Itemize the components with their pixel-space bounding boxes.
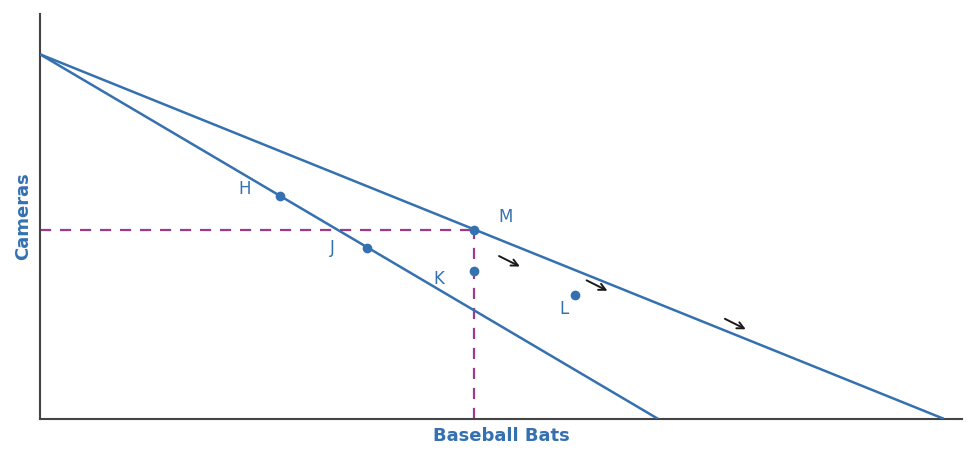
Y-axis label: Cameras: Cameras bbox=[14, 173, 32, 260]
Text: K: K bbox=[433, 270, 444, 288]
X-axis label: Baseball Bats: Baseball Bats bbox=[432, 427, 570, 445]
Text: J: J bbox=[330, 239, 335, 257]
Text: M: M bbox=[499, 208, 513, 226]
Text: L: L bbox=[559, 301, 568, 319]
Text: H: H bbox=[238, 180, 251, 198]
